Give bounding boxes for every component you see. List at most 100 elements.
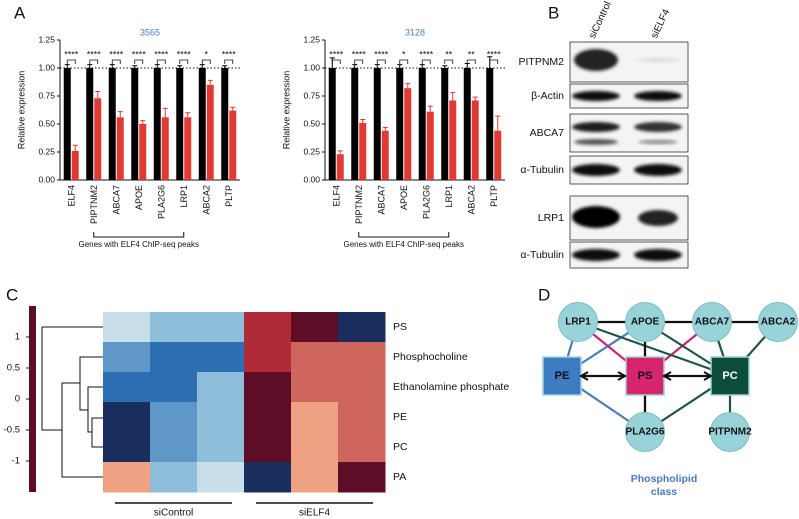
blot-band bbox=[572, 206, 620, 228]
blot-row-label: PITPNM2 bbox=[518, 56, 564, 68]
error-bar bbox=[405, 83, 411, 89]
x-tick-label: LRP1 bbox=[179, 185, 189, 208]
gene-node bbox=[758, 302, 798, 342]
heatmap-cell bbox=[338, 342, 386, 373]
blot-row-label: β-Actin bbox=[531, 90, 564, 102]
y-tick-label: 0.75 bbox=[303, 90, 320, 100]
gene-node bbox=[625, 302, 665, 342]
error-bar bbox=[109, 64, 115, 68]
significance-label: **** bbox=[109, 49, 124, 59]
row-label: Phosphocholine bbox=[393, 351, 468, 363]
gene-node-label: PITPNM2 bbox=[708, 427, 752, 438]
bar bbox=[71, 150, 79, 180]
bar bbox=[426, 111, 434, 180]
significance-bracket bbox=[201, 59, 211, 64]
panel-label: C bbox=[6, 285, 18, 304]
x-tick-label: PIPTNM2 bbox=[89, 185, 99, 224]
error-bar bbox=[199, 64, 205, 68]
group-bracket-label: Genes with ELF4 ChIP-seq peaks bbox=[343, 240, 464, 249]
error-bar bbox=[95, 91, 101, 99]
group-bracket-label: Genes with ELF4 ChIP-seq peaks bbox=[78, 240, 199, 249]
significance-bracket bbox=[66, 59, 76, 64]
blot-band bbox=[574, 139, 618, 145]
bar bbox=[418, 68, 426, 180]
blot-band bbox=[572, 249, 620, 261]
heatmap-cell bbox=[197, 402, 245, 433]
heatmap-cell bbox=[103, 462, 151, 493]
blot-row-label: LRP1 bbox=[538, 212, 564, 224]
error-bar bbox=[154, 64, 160, 68]
bar bbox=[396, 68, 404, 180]
group-bracket bbox=[93, 232, 185, 238]
error-bar bbox=[495, 115, 501, 131]
error-bar bbox=[132, 65, 138, 68]
y-tick-label: 0.00 bbox=[38, 174, 55, 184]
x-tick-label: PLTP bbox=[489, 185, 499, 207]
y-tick-label: 0.75 bbox=[38, 90, 55, 100]
significance-label: * bbox=[204, 49, 208, 59]
heatmap-cell bbox=[150, 462, 198, 493]
x-tick-label: ABCA2 bbox=[467, 185, 477, 215]
bar bbox=[86, 68, 94, 180]
gene-node-label: LRP1 bbox=[565, 317, 591, 328]
error-bar bbox=[382, 126, 388, 131]
bar bbox=[336, 154, 344, 180]
heatmap-cell bbox=[103, 312, 151, 343]
error-bar bbox=[162, 107, 168, 118]
y-tick-label: 0.25 bbox=[38, 146, 55, 156]
class-node-label: PS bbox=[638, 370, 653, 382]
error-bar bbox=[374, 64, 380, 68]
heatmap-cell bbox=[291, 462, 339, 493]
y-tick-label: 1.25 bbox=[38, 34, 55, 44]
x-tick-label: APOE bbox=[134, 185, 144, 210]
blot-band bbox=[634, 249, 682, 261]
error-bar bbox=[337, 150, 343, 155]
class-node-label: PC bbox=[722, 370, 737, 382]
bar bbox=[108, 68, 116, 180]
significance-label: **** bbox=[352, 49, 367, 59]
panel-label: D bbox=[538, 285, 550, 304]
error-bar bbox=[230, 106, 236, 111]
significance-bracket bbox=[331, 59, 341, 64]
blot-row-label: ABCA7 bbox=[530, 127, 565, 139]
gene-node-label: ABCA7 bbox=[695, 317, 730, 328]
row-label: Ethanolamine phosphate bbox=[393, 381, 509, 393]
double-arrow bbox=[661, 371, 714, 381]
x-tick-label: ABCA7 bbox=[377, 185, 387, 215]
x-tick-label: ABCA7 bbox=[112, 185, 122, 215]
significance-label: **** bbox=[329, 49, 344, 59]
significance-label: **** bbox=[87, 49, 102, 59]
bar bbox=[441, 68, 449, 180]
significance-label: **** bbox=[419, 49, 434, 59]
colorbar bbox=[29, 306, 36, 492]
significance-bracket bbox=[89, 59, 99, 64]
x-tick-label: PLA2G6 bbox=[422, 185, 432, 219]
error-bar bbox=[442, 65, 448, 68]
lane-label: siELF4 bbox=[649, 7, 672, 40]
blot-band bbox=[638, 140, 678, 144]
group-label: siControl bbox=[154, 508, 193, 519]
heatmap-cell bbox=[244, 402, 292, 433]
heatmap-cell bbox=[338, 432, 386, 463]
x-tick-label: PIPTNM2 bbox=[354, 185, 364, 224]
significance-bracket bbox=[111, 59, 121, 64]
blot-band bbox=[572, 122, 620, 132]
lane-label: siControl bbox=[587, 0, 614, 40]
significance-label: **** bbox=[177, 49, 192, 59]
bar bbox=[486, 68, 494, 180]
blot-band bbox=[572, 164, 620, 176]
significance-label: ** bbox=[445, 49, 453, 59]
heatmap-cell bbox=[197, 372, 245, 403]
bar bbox=[206, 84, 214, 180]
group-label: siELF4 bbox=[299, 508, 331, 519]
bar bbox=[404, 88, 412, 180]
heatmap-cell bbox=[244, 462, 292, 493]
heatmap-cell bbox=[291, 432, 339, 463]
heatmap-cell bbox=[338, 462, 386, 493]
bar bbox=[494, 130, 502, 180]
x-tick-label: ELF4 bbox=[332, 185, 342, 207]
y-tick-label: 0.00 bbox=[303, 174, 320, 184]
gene-node bbox=[558, 302, 598, 342]
error-bar bbox=[450, 92, 456, 101]
x-tick-label: APOE bbox=[399, 185, 409, 210]
